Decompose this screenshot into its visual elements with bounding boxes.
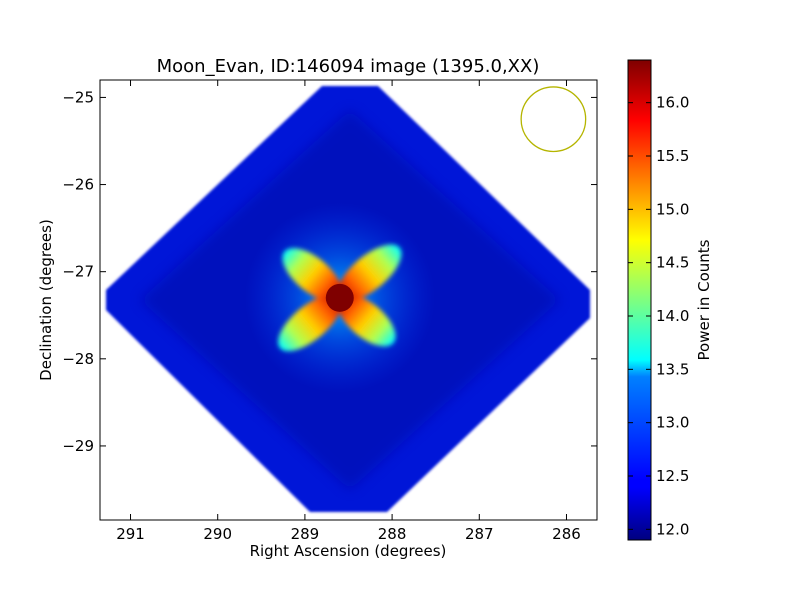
x-axis-label: Right Ascension (degrees) — [250, 542, 447, 560]
colorbar-tick-label: 12.0 — [656, 520, 689, 538]
source-lobe-shape — [337, 294, 396, 347]
axes-frame — [99, 79, 598, 521]
y-tick-label: −28 — [62, 350, 94, 368]
x-ticks: 291 290 289 288 287 286 — [116, 80, 581, 543]
source-lobe-shape — [337, 244, 402, 302]
y-tick-label: −25 — [62, 88, 94, 106]
source-lobe-shape — [282, 248, 342, 302]
colorbar-ticks: 12.0 12.5 13.0 13.5 14.0 14.5 15.0 15.5 16.0 — [628, 94, 689, 538]
colorbar-tick-label: 14.0 — [656, 307, 689, 325]
colorbar-tick-label: 14.5 — [656, 254, 689, 272]
beam-circle — [520, 86, 587, 153]
source-lobes — [278, 244, 402, 352]
x-tick-label: 286 — [552, 525, 581, 543]
colorbar-tick-label: 12.5 — [656, 467, 689, 485]
y-tick-label: −27 — [62, 263, 94, 281]
x-tick-label: 287 — [465, 525, 494, 543]
y-ticks: −25 −26 −27 −28 −29 — [62, 88, 597, 455]
x-tick-label: 291 — [116, 525, 145, 543]
heatmap — [106, 86, 590, 512]
x-tick-label: 289 — [291, 525, 320, 543]
colorbar — [627, 59, 652, 541]
colorbar-label: Power in Counts — [695, 239, 713, 360]
chart-title: Moon_Evan, ID:146094 image (1395.0,XX) — [157, 56, 540, 77]
source-lobe — [337, 244, 402, 302]
source-lobe — [278, 294, 342, 352]
colorbar-tick-label: 13.5 — [656, 360, 689, 378]
colorbar-tick-label: 15.0 — [656, 200, 689, 218]
y-tick-label: −29 — [62, 437, 94, 455]
x-tick-label: 288 — [378, 525, 407, 543]
y-tick-label: −26 — [62, 176, 94, 194]
source-lobe — [337, 294, 396, 347]
source-core — [325, 283, 354, 312]
colorbar-tick-label: 13.0 — [656, 414, 689, 432]
x-tick-label: 290 — [203, 525, 232, 543]
colorbar-tick-label: 15.5 — [656, 147, 689, 165]
source-lobe-shape — [278, 294, 342, 352]
y-axis-label: Declination (degrees) — [37, 219, 55, 381]
source-lobe — [282, 248, 342, 302]
colorbar-tick-label: 16.0 — [656, 94, 689, 112]
